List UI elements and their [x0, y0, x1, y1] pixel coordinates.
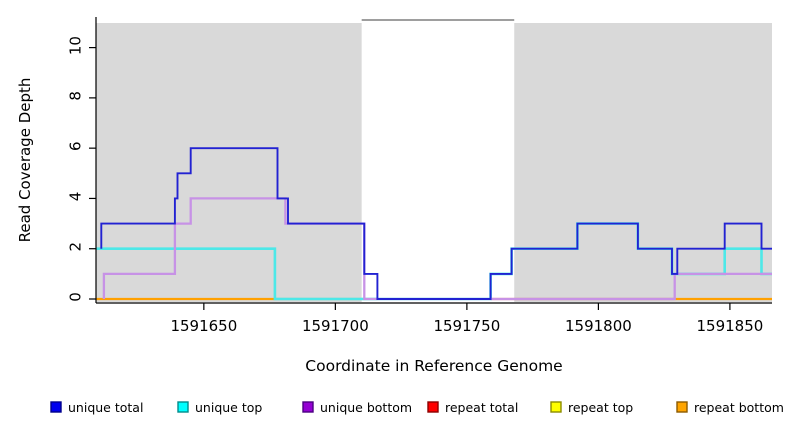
gray-band-right [514, 23, 772, 302]
legend-label-repeat-top: repeat top [568, 400, 633, 415]
x-axis-title: Coordinate in Reference Genome [305, 357, 562, 375]
y-tick-label: 10 [67, 36, 85, 55]
y-tick-label: 4 [67, 192, 85, 202]
legend-swatch-unique-bottom [302, 401, 314, 413]
legend-label-unique-total: unique total [68, 400, 143, 415]
y-tick-label: 0 [67, 292, 85, 302]
legend-swatch-repeat-top [550, 401, 562, 413]
y-axis-title: Read Coverage Depth [16, 78, 34, 243]
x-tick-label: 1591850 [697, 317, 764, 335]
legend-label-repeat-total: repeat total [445, 400, 518, 415]
legend-swatch-unique-top [177, 401, 189, 413]
y-tick-label: 6 [67, 141, 85, 151]
legend-label-repeat-bottom: repeat bottom [694, 400, 784, 415]
legend-swatch-repeat-bottom [676, 401, 688, 413]
x-tick-label: 1591700 [302, 317, 369, 335]
legend-swatch-unique-total [50, 401, 62, 413]
generated-chart-layer: 1591650 1591700 1591750 1591800 1591850 0 2 4 6 8… [50, 17, 784, 415]
series-unique-total-line [100, 147, 772, 300]
y-tick-label: 8 [67, 91, 85, 101]
x-tick-label: 1591650 [170, 317, 237, 335]
legend-label-unique-top: unique top [195, 400, 262, 415]
y-tick-label: 2 [67, 242, 85, 252]
x-tick-label: 1591750 [433, 317, 500, 335]
gray-band-left [96, 23, 362, 302]
legend-label-unique-bottom: unique bottom [320, 400, 412, 415]
legend-swatch-repeat-total [427, 401, 439, 413]
x-tick-label: 1591800 [565, 317, 632, 335]
